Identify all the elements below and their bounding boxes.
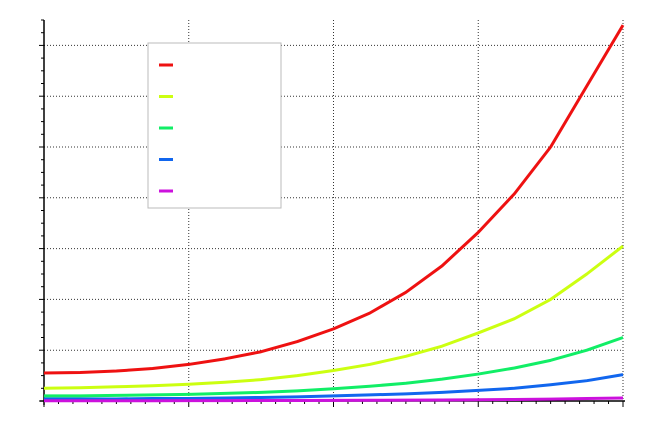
series-line-5 xyxy=(44,396,624,403)
series-line-2 xyxy=(43,244,624,390)
series-lines xyxy=(43,24,625,403)
series-line-3 xyxy=(44,336,624,398)
legend xyxy=(147,42,282,209)
series-line-4 xyxy=(44,373,624,401)
series-line-1 xyxy=(43,24,625,375)
legend-box xyxy=(147,42,282,209)
